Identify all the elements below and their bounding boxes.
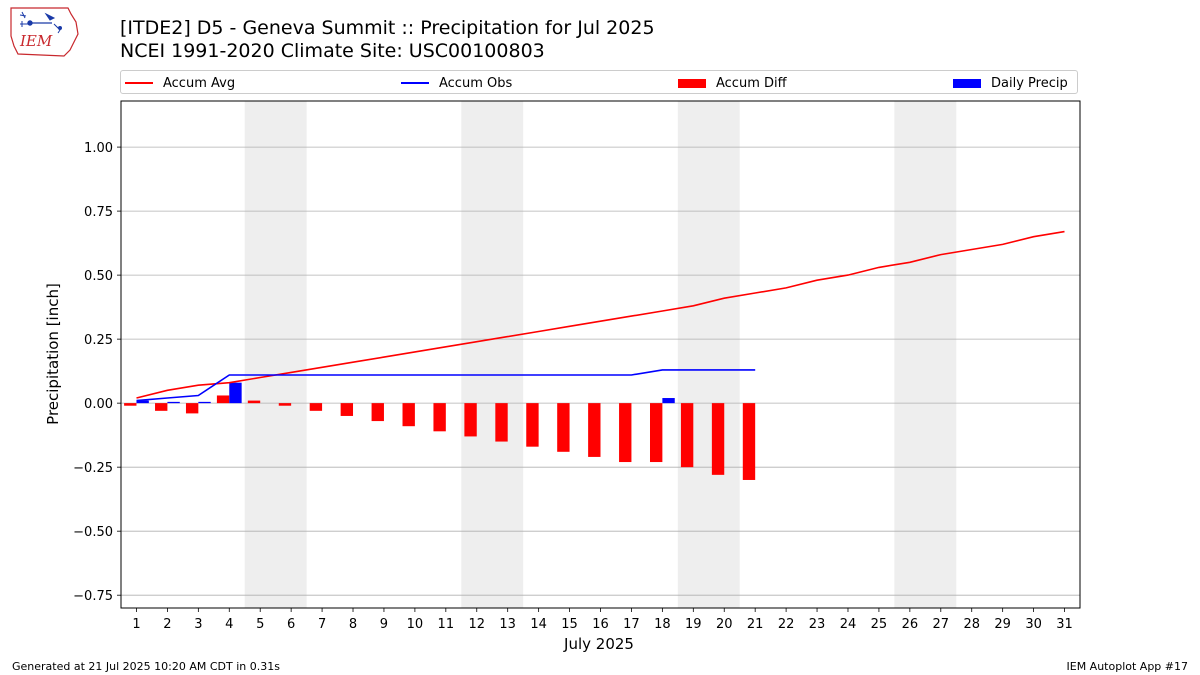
y-tick-label: −0.50 [73, 525, 113, 540]
x-tick-label: 7 [318, 617, 326, 632]
legend-swatch-accum-avg [125, 82, 153, 84]
legend-item-accum-obs: Accum Obs [401, 74, 512, 92]
daily-precip-bar [662, 398, 675, 404]
x-axis-label: July 2025 [563, 635, 634, 653]
x-tick-label: 20 [716, 617, 733, 632]
x-tick-label: 21 [747, 617, 764, 632]
legend-swatch-accum-obs [401, 82, 429, 84]
x-tick-label: 19 [685, 617, 702, 632]
logo-text: IEM [19, 32, 53, 50]
accum-diff-bar [340, 403, 354, 416]
x-tick-label: 17 [623, 617, 640, 632]
x-tick-label: 22 [778, 617, 795, 632]
y-tick-label: 0.50 [84, 269, 113, 284]
accum-diff-bar [588, 403, 601, 457]
axis-ticks: 1 2 3 4 5 6 7 8 9 10 11 12 13 14 15 16 17 18 19 20 21 22 23 24 2… [73, 141, 1073, 632]
y-tick-label: 0.25 [84, 333, 113, 348]
chart-subtitle: NCEI 1991-2020 Climate Site: USC00100803 [120, 40, 545, 62]
iem-logo: IEM [10, 7, 79, 57]
x-tick-label: 14 [530, 617, 547, 632]
accum-diff-bar [185, 403, 199, 414]
legend-item-daily-precip: Daily Precip [953, 74, 1068, 92]
y-tick-label: 0.75 [84, 205, 113, 220]
accum-diff-bar [495, 403, 508, 442]
accum-diff-bar [371, 403, 384, 422]
accum-avg-line [136, 230, 1065, 399]
x-tick-label: 10 [407, 617, 424, 632]
x-tick-label: 3 [194, 617, 202, 632]
accum-obs-line [136, 369, 756, 402]
accum-diff-bar [711, 403, 725, 475]
x-tick-label: 8 [349, 617, 357, 632]
x-tick-label: 13 [499, 617, 516, 632]
footer-generated: Generated at 21 Jul 2025 10:20 AM CDT in… [12, 660, 280, 673]
chart-title: [ITDE2] D5 - Geneva Summit :: Precipitat… [120, 17, 655, 39]
accum-diff-bar [557, 403, 570, 452]
x-tick-label: 1 [132, 617, 140, 632]
x-tick-label: 16 [592, 617, 609, 632]
x-tick-label: 4 [225, 617, 233, 632]
x-tick-label: 11 [438, 617, 455, 632]
accum-diff-bar [309, 403, 323, 411]
x-tick-label: 24 [840, 617, 857, 632]
x-tick-label: 9 [380, 617, 388, 632]
accum-diff-bar [619, 403, 632, 463]
accum-diff-bar [216, 395, 230, 404]
legend-label-accum-diff: Accum Diff [716, 75, 787, 91]
y-tick-label: −0.25 [73, 461, 113, 476]
legend-label-accum-obs: Accum Obs [439, 75, 513, 91]
weekend-band [244, 101, 307, 608]
y-axis-label: Precipitation [inch] [44, 283, 62, 425]
x-tick-label: 29 [994, 617, 1011, 632]
x-tick-label: 25 [871, 617, 888, 632]
x-tick-label: 18 [654, 617, 671, 632]
daily-precip-bar [136, 400, 149, 404]
daily-precip-bar [167, 401, 180, 404]
x-tick-label: 23 [809, 617, 826, 632]
x-tick-label: 12 [468, 617, 485, 632]
accum-diff-bar [155, 403, 168, 411]
lines [136, 230, 1065, 402]
accum-diff-bar [649, 403, 663, 463]
legend-swatch-accum-diff [678, 78, 706, 88]
x-tick-label: 27 [933, 617, 950, 632]
y-gridlines [121, 146, 1080, 596]
daily-precip-bar [229, 382, 242, 404]
weekend-band [894, 101, 957, 608]
x-tick-label: 2 [163, 617, 171, 632]
x-tick-label: 15 [561, 617, 578, 632]
accum-diff-bar [742, 403, 756, 480]
x-tick-label: 30 [1025, 617, 1042, 632]
accum-diff-bar [278, 403, 292, 406]
legend-swatch-daily-precip [953, 78, 981, 88]
accum-diff-bar [247, 400, 261, 404]
x-tick-label: 6 [287, 617, 295, 632]
accum-diff-bar [433, 403, 446, 432]
accum-diff-bar [464, 403, 477, 437]
footer-app: IEM Autoplot App #17 [1066, 660, 1189, 673]
y-tick-label: 1.00 [84, 141, 113, 156]
legend-item-accum-avg: Accum Avg [125, 74, 235, 92]
weekend-band [461, 101, 524, 608]
daily-precip-bar [198, 401, 211, 404]
legend-label-accum-avg: Accum Avg [163, 75, 236, 91]
accum-diff-bar [526, 403, 539, 447]
accum-diff-bar [680, 403, 694, 468]
x-tick-label: 26 [902, 617, 919, 632]
y-tick-label: −0.75 [73, 589, 113, 604]
x-tick-label: 31 [1056, 617, 1073, 632]
accum-diff-bar [402, 403, 415, 427]
weekend-shading [244, 101, 957, 608]
x-tick-label: 5 [256, 617, 264, 632]
legend: Accum Avg Accum Obs Accum Diff Daily Pre… [120, 70, 1078, 94]
bars [124, 382, 756, 480]
x-tick-label: 28 [963, 617, 980, 632]
weekend-band [677, 101, 740, 608]
accum-diff-bar [124, 403, 137, 406]
legend-item-accum-diff: Accum Diff [678, 74, 787, 92]
legend-label-daily-precip: Daily Precip [991, 75, 1068, 91]
y-tick-label: 0.00 [84, 397, 113, 412]
